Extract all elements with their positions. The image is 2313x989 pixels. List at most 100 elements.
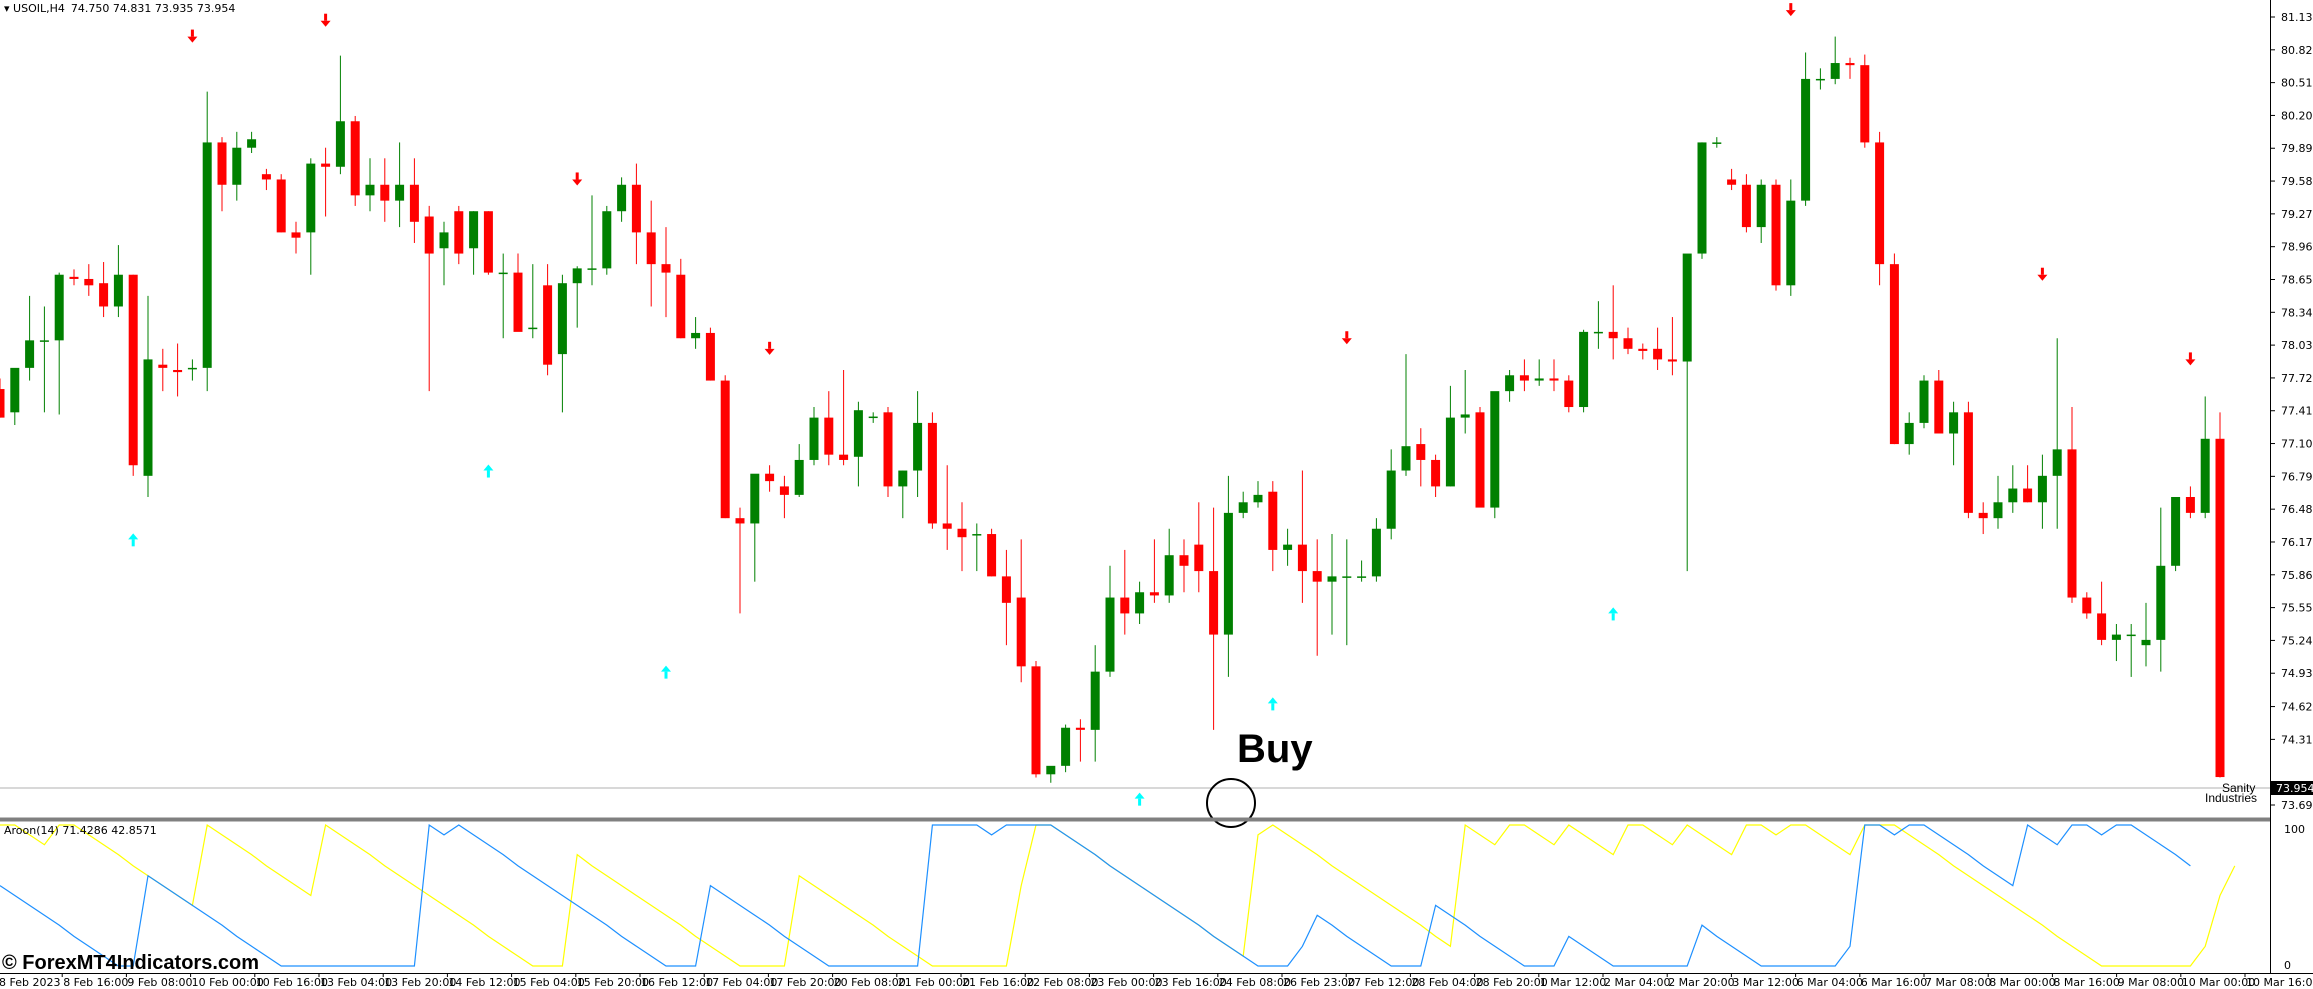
- candle-body: [587, 268, 597, 270]
- candle-body: [291, 232, 301, 238]
- candle: [247, 131, 257, 154]
- candle-body: [1741, 184, 1751, 228]
- candle-body: [557, 283, 567, 355]
- dropdown-icon[interactable]: ▾: [4, 2, 13, 15]
- candle: [128, 274, 138, 476]
- candle-body: [1401, 446, 1411, 471]
- candle: [1830, 36, 1840, 85]
- candle-body: [10, 367, 20, 413]
- arrow-head: [2037, 274, 2048, 281]
- candle: [1223, 475, 1233, 677]
- candle-body: [646, 232, 656, 265]
- candle: [424, 205, 434, 392]
- candle: [335, 55, 345, 175]
- candle: [1534, 359, 1544, 386]
- arrow-head: [661, 665, 671, 672]
- time-axis[interactable]: 8 Feb 2023 8 Feb 16:00 9 Feb 08:00 10 Feb 0…: [0, 973, 2313, 989]
- candle-body: [631, 184, 641, 233]
- time-tick-label: 14 Feb 12:00: [448, 976, 520, 989]
- ohlc-label: 74.750 74.831 73.935 73.954: [71, 2, 235, 15]
- candle-body: [1534, 378, 1544, 381]
- candle-body: [1801, 78, 1811, 201]
- candle-body: [572, 268, 582, 284]
- candle-body: [1579, 331, 1589, 408]
- candle-body: [424, 216, 434, 254]
- time-tick-label: 8 Feb 2023: [0, 976, 60, 989]
- candle-body: [883, 412, 893, 487]
- price-tick-label: 76.795: [2281, 470, 2313, 483]
- candle-body: [1505, 375, 1515, 392]
- candle: [1727, 168, 1737, 191]
- candle: [10, 367, 20, 426]
- arrow-head: [764, 348, 775, 355]
- candle-body: [128, 274, 138, 466]
- candle: [1490, 391, 1500, 519]
- time-tick-label: 17 Feb 20:00: [769, 976, 841, 989]
- time-tick-label: 8 Mar 16:00: [2053, 976, 2119, 989]
- aroon-pane[interactable]: [0, 823, 2236, 967]
- candle: [350, 115, 360, 206]
- candle: [1771, 179, 1781, 291]
- buy-circle: [1206, 778, 1256, 828]
- candle-body: [617, 184, 627, 212]
- candle-body: [1623, 338, 1633, 349]
- brand-line2: Industries: [2205, 791, 2257, 805]
- candle-body: [1238, 502, 1248, 513]
- candle: [1253, 481, 1263, 508]
- candle-body: [1919, 380, 1929, 423]
- candle: [824, 391, 834, 466]
- candle-body: [913, 422, 923, 471]
- candle-body: [1608, 331, 1618, 339]
- time-tick-label: 6 Mar 04:00: [1797, 976, 1863, 989]
- candle-body: [2215, 438, 2225, 778]
- candle-body: [1638, 348, 1648, 351]
- candle: [1386, 449, 1396, 540]
- price-axis[interactable]: 81.135 80.825 80.515 80.205 79.895 79.585 79.2…: [2270, 11, 2313, 812]
- price-tick-label: 75.865: [2281, 569, 2313, 582]
- arrow-shaft: [131, 539, 135, 547]
- candle: [1919, 375, 1929, 429]
- candle: [1564, 375, 1574, 413]
- candle: [1357, 560, 1367, 582]
- candle-body: [1283, 544, 1293, 550]
- price-tick-label: 79.895: [2281, 142, 2313, 155]
- time-tick-label: 21 Feb 00:00: [898, 976, 970, 989]
- candle: [543, 264, 553, 376]
- arrow-shaft: [2188, 352, 2192, 360]
- candle-body: [1001, 576, 1011, 603]
- candle: [853, 401, 863, 487]
- candle: [439, 221, 449, 286]
- candle-body: [2037, 475, 2047, 503]
- candle: [1327, 534, 1337, 635]
- candle: [528, 264, 538, 339]
- candle: [1179, 539, 1189, 593]
- candle: [557, 274, 567, 413]
- candle-body: [972, 534, 982, 536]
- candle-body: [1342, 576, 1352, 578]
- time-tick-label: 27 Feb 12:00: [1347, 976, 1419, 989]
- candle: [2141, 602, 2151, 667]
- candle-body: [1682, 253, 1692, 362]
- arrow-head: [1134, 792, 1145, 799]
- arrow-head: [1341, 338, 1352, 345]
- candle-body: [1371, 528, 1381, 577]
- candle: [1993, 475, 2003, 529]
- candle: [409, 158, 419, 243]
- price-tick-label: 78.965: [2281, 241, 2313, 254]
- arrow-shaft: [1789, 3, 1793, 11]
- time-tick-label: 21 Feb 16:00: [962, 976, 1034, 989]
- candle: [380, 158, 390, 222]
- candle-body: [691, 332, 701, 339]
- candle-body: [498, 272, 508, 275]
- candle-body: [942, 523, 952, 529]
- price-tick-label: 76.485: [2281, 503, 2313, 516]
- candle-body: [1756, 184, 1766, 228]
- arrow-shaft: [1271, 703, 1275, 711]
- candle-body: [1075, 727, 1085, 730]
- candle: [1268, 481, 1278, 572]
- candle-body: [794, 459, 804, 495]
- candle: [913, 391, 923, 497]
- price-tick-label: 75.555: [2281, 602, 2313, 615]
- candle: [232, 131, 242, 201]
- buy-arrow-icon: [483, 464, 494, 478]
